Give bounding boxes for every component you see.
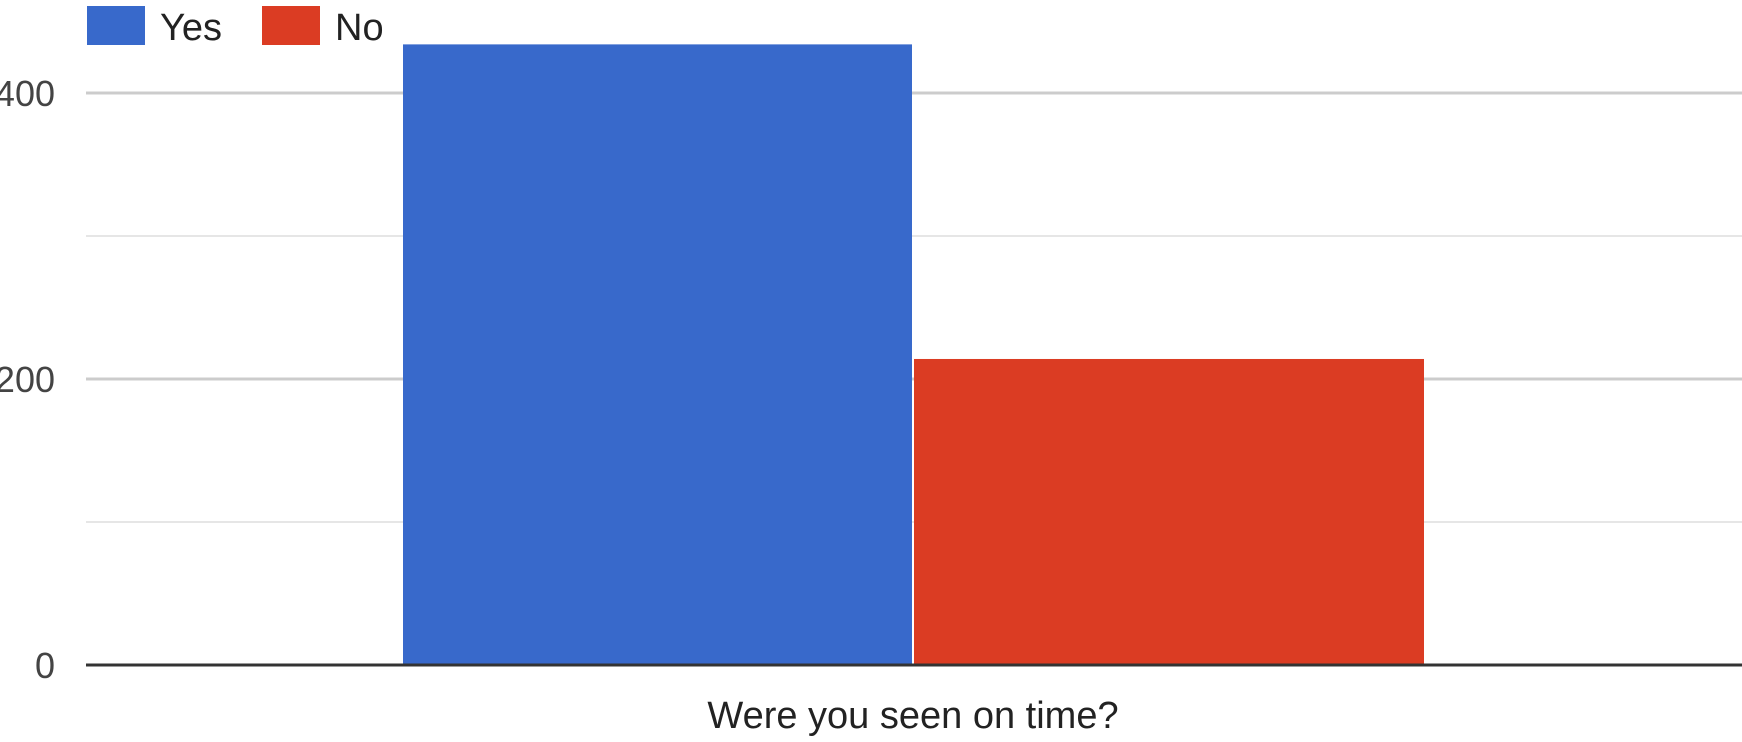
legend-swatch-no <box>262 6 320 45</box>
x-axis-title: Were you seen on time? <box>707 695 1118 737</box>
legend: Yes No <box>87 6 384 49</box>
bars <box>403 44 1424 665</box>
legend-label-no: No <box>335 7 384 49</box>
bar-no <box>914 358 1424 665</box>
bar-yes <box>403 44 912 665</box>
y-tick-label: 200 <box>0 359 55 400</box>
legend-swatch-yes <box>87 6 145 45</box>
y-axis-ticks: 0 200 400 <box>0 73 55 686</box>
y-tick-label: 400 <box>0 73 55 114</box>
y-tick-label: 0 <box>35 645 55 686</box>
legend-label-yes: Yes <box>160 7 222 49</box>
